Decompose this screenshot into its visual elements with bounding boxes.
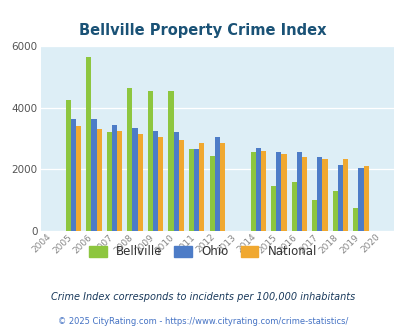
Bar xyxy=(112,125,117,231)
Bar xyxy=(199,143,204,231)
Bar xyxy=(342,159,347,231)
Bar xyxy=(209,155,214,231)
Bar xyxy=(158,137,163,231)
Bar xyxy=(76,126,81,231)
Bar xyxy=(194,149,199,231)
Bar xyxy=(358,168,362,231)
Bar xyxy=(153,131,158,231)
Bar xyxy=(178,140,183,231)
Bar xyxy=(214,137,219,231)
Bar xyxy=(127,88,132,231)
Bar xyxy=(352,208,358,231)
Bar xyxy=(281,154,286,231)
Bar xyxy=(219,143,224,231)
Bar xyxy=(147,91,153,231)
Bar xyxy=(107,132,112,231)
Bar xyxy=(137,134,143,231)
Bar xyxy=(317,157,322,231)
Bar xyxy=(250,152,255,231)
Text: Bellville Property Crime Index: Bellville Property Crime Index xyxy=(79,23,326,38)
Bar xyxy=(337,165,342,231)
Bar xyxy=(296,152,301,231)
Bar xyxy=(91,118,96,231)
Bar xyxy=(322,159,327,231)
Bar xyxy=(132,128,137,231)
Bar xyxy=(71,118,76,231)
Bar xyxy=(311,200,317,231)
Bar xyxy=(168,91,173,231)
Bar xyxy=(260,151,265,231)
Bar xyxy=(96,129,101,231)
Bar xyxy=(173,132,178,231)
Bar xyxy=(271,186,275,231)
Bar xyxy=(86,57,91,231)
Bar xyxy=(255,148,260,231)
Bar xyxy=(301,157,306,231)
Bar xyxy=(332,191,337,231)
Bar xyxy=(275,152,281,231)
Text: © 2025 CityRating.com - https://www.cityrating.com/crime-statistics/: © 2025 CityRating.com - https://www.city… xyxy=(58,317,347,326)
Bar xyxy=(117,131,122,231)
Bar xyxy=(188,149,194,231)
Bar xyxy=(66,100,71,231)
Bar xyxy=(291,182,296,231)
Legend: Bellville, Ohio, National: Bellville, Ohio, National xyxy=(84,241,321,263)
Bar xyxy=(362,166,368,231)
Text: Crime Index corresponds to incidents per 100,000 inhabitants: Crime Index corresponds to incidents per… xyxy=(51,292,354,302)
